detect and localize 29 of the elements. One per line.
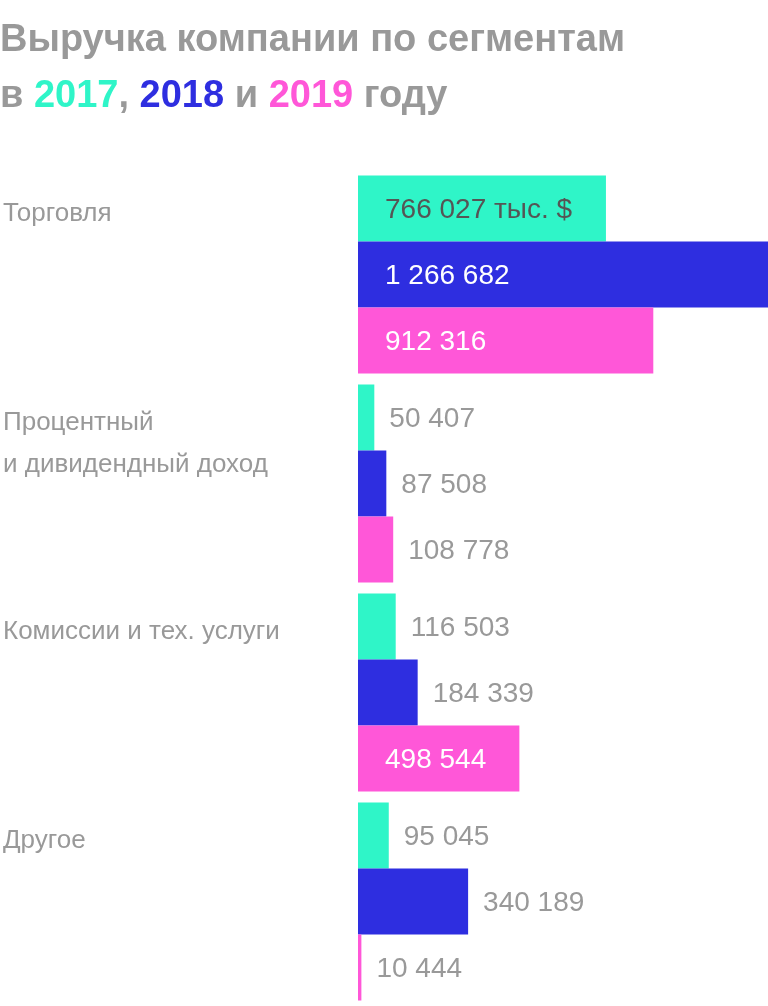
y-tick-label: Другое (3, 823, 86, 854)
bar (358, 725, 520, 792)
bar (358, 516, 394, 583)
bar (358, 593, 396, 660)
data-label: 498 544 (385, 743, 487, 774)
data-label: 116 503 (410, 611, 510, 642)
bar (358, 241, 768, 308)
data-label: 766 027 тыс. $ (385, 193, 573, 224)
y-tick-label: Процентный и дивидендный доход (3, 405, 268, 478)
data-label: 340 189 (483, 886, 585, 917)
chart-subtitle: в 2017, 2018 и 2019 году (0, 72, 448, 117)
bar (358, 450, 387, 517)
data-label: 87 508 (401, 468, 487, 499)
bar (358, 868, 469, 935)
bar (358, 175, 606, 242)
bar (358, 659, 418, 726)
data-label: 50 407 (389, 402, 475, 433)
data-label: 1 266 682 (385, 259, 510, 290)
y-tick-label: Торговля (3, 196, 112, 227)
bar (358, 802, 389, 869)
data-label: 10 444 (376, 952, 463, 983)
bar (358, 384, 375, 451)
bar (358, 307, 654, 374)
data-label: 184 339 (432, 677, 534, 708)
chart-title: Выручка компании по сегментам (0, 16, 626, 61)
data-label: 95 045 (403, 820, 490, 851)
data-label: 108 778 (408, 534, 510, 565)
y-tick-label: Комиссии и тех. услуги (3, 614, 280, 645)
data-label: 912 316 (385, 325, 487, 356)
